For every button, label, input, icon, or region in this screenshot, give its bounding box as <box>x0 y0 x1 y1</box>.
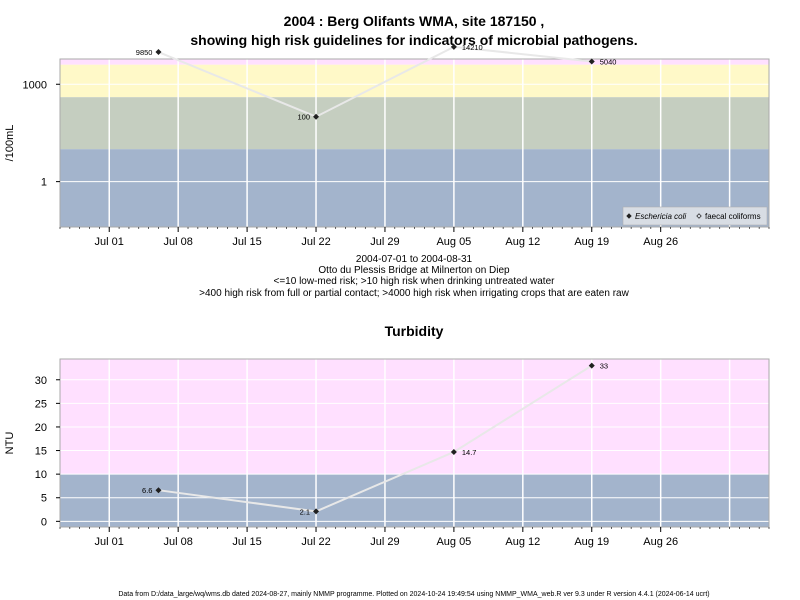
chart1-x-tick-label: Jul 15 <box>232 236 261 248</box>
chart1-legend-label: Eschericia coli <box>635 212 686 221</box>
chart1-y-axis-label: /100mL <box>4 125 16 162</box>
chart2-y-tick-label: 15 <box>35 446 47 458</box>
chart1-data-label: 9850 <box>136 48 153 57</box>
chart1-data-label: 5040 <box>600 57 617 66</box>
chart2-x-tick-label: Jul 08 <box>163 536 192 548</box>
chart1-series-line <box>158 45 592 118</box>
chart2-y-axis-label: NTU <box>4 432 16 455</box>
chart1-band-pink <box>60 59 769 65</box>
ecoli-chart: Jul 01 Jul 08 Jul 15 Jul 22 Jul 29 Aug 05 Aug … <box>4 43 770 248</box>
chart1-legend-marker <box>696 213 702 219</box>
chart1-y-tick-label: 1000 <box>23 79 47 91</box>
chart2-data-point <box>313 508 320 515</box>
chart1-x-tick-label: Aug 19 <box>574 236 609 248</box>
chart2-y-tick-label: 10 <box>35 469 47 481</box>
chart1-x-tick-label: Jul 01 <box>95 236 124 248</box>
chart2-x-tick-label: Aug 12 <box>505 536 540 548</box>
chart2-title: Turbidity <box>385 323 444 339</box>
chart2-x-tick-label: Jul 01 <box>95 536 124 548</box>
chart1-note-contact: >400 high risk from full or partial cont… <box>199 288 629 299</box>
chart2-data-label: 6.6 <box>142 486 152 495</box>
chart2-x-tick-label: Jul 22 <box>301 536 330 548</box>
chart1-legend-marker <box>626 213 632 219</box>
chart1-data-point <box>155 49 162 56</box>
chart2-data-label: 2.1 <box>300 507 310 516</box>
chart1-data-point <box>450 43 457 50</box>
chart2-x-tick-label: Jul 15 <box>232 536 261 548</box>
footer-source-note: Data from D:/data_large/wq/wms.db dated … <box>118 591 709 598</box>
chart1-x-tick-label: Jul 29 <box>370 236 399 248</box>
chart1-x-tick-label: Aug 05 <box>436 236 471 248</box>
chart2-y-tick-label: 20 <box>35 422 47 434</box>
chart2-data-point <box>450 448 457 455</box>
chart1-data-label: 14210 <box>462 43 483 52</box>
chart2-data-point <box>155 487 162 494</box>
chart1-x-tick-label: Jul 22 <box>301 236 330 248</box>
chart1-title-line1: 2004 : Berg Olifants WMA, site 187150 , <box>284 13 545 29</box>
chart1-x-tick-label: Aug 26 <box>643 236 678 248</box>
chart2-data-label: 14.7 <box>462 448 477 457</box>
chart2-y-tick-label: 30 <box>35 375 47 387</box>
chart2-data-point <box>588 362 595 369</box>
chart2-y-tick-label: 5 <box>41 493 47 505</box>
chart2-x-tick-label: Jul 29 <box>370 536 399 548</box>
chart2-series-line <box>158 364 593 513</box>
chart1-band-yellow <box>60 64 769 98</box>
chart1-band-green <box>60 97 769 150</box>
chart1-x-tick-label: Jul 08 <box>163 236 192 248</box>
chart1-data-point <box>313 113 320 120</box>
chart1-note-drinking: <=10 low-med risk; >10 high risk when dr… <box>274 276 556 287</box>
chart2-x-tick-label: Aug 26 <box>643 536 678 548</box>
chart1-y-tick-label: 1 <box>41 177 47 189</box>
chart1-data-point <box>588 58 595 65</box>
chart2-y-tick-label: 0 <box>41 516 47 528</box>
chart2-band-blue <box>60 474 769 527</box>
chart1-legend: Eschericia coli faecal coliforms <box>622 206 768 226</box>
chart1-data-label: 100 <box>298 113 311 122</box>
chart2-data-label: 33 <box>600 362 608 371</box>
turbidity-chart: Jul 01 Jul 08 Jul 15 Jul 22 Jul 29 Aug 05 Aug … <box>4 358 770 548</box>
chart2-band-pink <box>60 359 769 475</box>
chart1-legend-box <box>622 206 768 226</box>
chart2-x-tick-label: Aug 19 <box>574 536 609 548</box>
chart1-title-line2: showing high risk guidelines for indicat… <box>190 32 637 48</box>
chart1-note-site: Otto du Plessis Bridge at Milnerton on D… <box>318 265 510 276</box>
chart2-y-tick-label: 25 <box>35 398 47 410</box>
chart2-x-tick-label: Aug 05 <box>436 536 471 548</box>
chart1-x-tick-label: Aug 12 <box>505 236 540 248</box>
chart1-note-period: 2004-07-01 to 2004-08-31 <box>356 254 473 265</box>
chart1-legend-label: faecal coliforms <box>705 212 761 221</box>
